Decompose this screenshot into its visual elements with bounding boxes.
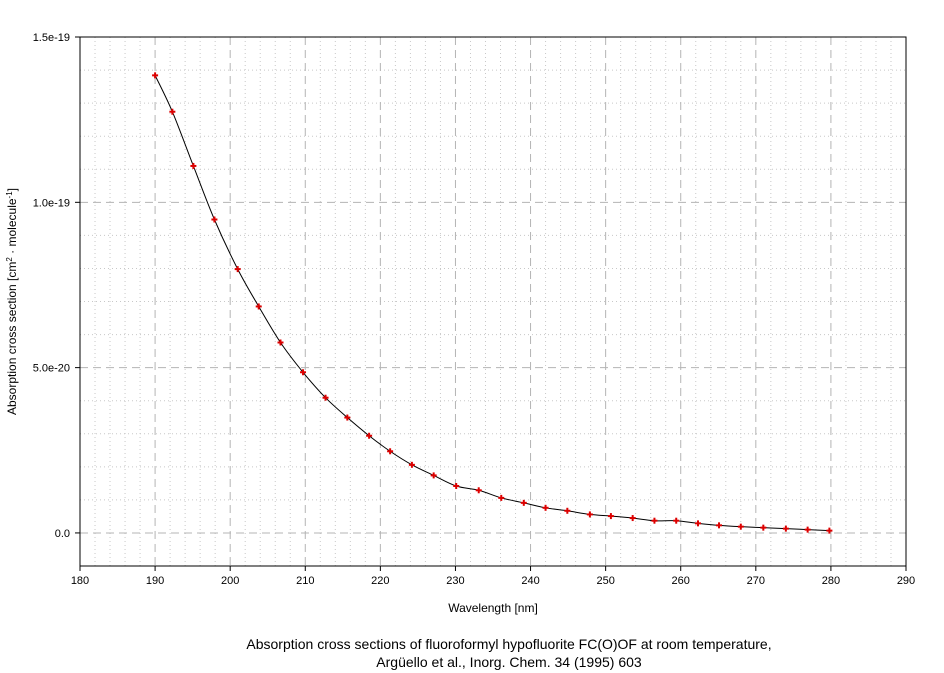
y-tick-label: 1.0e-19 bbox=[33, 197, 70, 209]
data-point bbox=[152, 72, 159, 79]
data-point bbox=[520, 499, 527, 506]
data-markers bbox=[152, 72, 833, 534]
data-point bbox=[322, 394, 329, 401]
x-tick-label: 230 bbox=[446, 575, 464, 587]
data-point bbox=[629, 515, 636, 522]
data-point bbox=[542, 504, 549, 511]
data-point bbox=[430, 472, 437, 479]
data-point bbox=[211, 216, 218, 223]
y-tick-label: 1.5e-19 bbox=[33, 32, 70, 44]
data-point bbox=[760, 524, 767, 531]
data-point bbox=[366, 432, 373, 439]
data-point bbox=[255, 303, 262, 310]
data-point bbox=[673, 517, 680, 524]
data-point bbox=[498, 494, 505, 501]
y-tick-label: 5.0e-20 bbox=[33, 363, 70, 375]
plot-frame bbox=[79, 36, 907, 567]
data-point bbox=[475, 487, 482, 494]
data-point bbox=[607, 513, 614, 520]
x-tick-label: 290 bbox=[897, 575, 915, 587]
x-tick-label: 280 bbox=[822, 575, 840, 587]
data-point bbox=[737, 523, 744, 530]
x-tick-label: 250 bbox=[596, 575, 614, 587]
data-point bbox=[826, 527, 833, 534]
y-axis-label: Absorption cross section [cm2 · molecule… bbox=[5, 188, 20, 415]
data-point bbox=[169, 108, 176, 115]
caption-line-1: Absorption cross sections of fluoroformy… bbox=[246, 636, 772, 652]
y-axis-ticks: 0.0 5.0e-20 1.0e-19 1.5e-19 bbox=[33, 32, 80, 540]
y-tick-label: 0.0 bbox=[55, 528, 70, 540]
data-point bbox=[694, 520, 701, 527]
x-tick-label: 210 bbox=[296, 575, 314, 587]
x-tick-label: 180 bbox=[71, 575, 89, 587]
data-point bbox=[344, 414, 351, 421]
x-tick-label: 240 bbox=[521, 575, 539, 587]
x-tick-label: 190 bbox=[146, 575, 164, 587]
x-axis-ticks: 180 190 200 210 220 230 240 250 260 270 280 290 bbox=[71, 566, 915, 587]
x-tick-label: 270 bbox=[747, 575, 765, 587]
data-point bbox=[564, 507, 571, 514]
data-point bbox=[234, 266, 241, 273]
data-point bbox=[453, 482, 460, 489]
x-tick-label: 260 bbox=[672, 575, 690, 587]
data-point bbox=[277, 339, 284, 346]
grid bbox=[80, 37, 906, 566]
data-point bbox=[782, 525, 789, 532]
x-tick-label: 200 bbox=[221, 575, 239, 587]
data-point bbox=[190, 162, 197, 169]
data-point bbox=[586, 511, 593, 518]
data-curve bbox=[154, 75, 830, 532]
data-point bbox=[300, 369, 307, 376]
data-point bbox=[408, 461, 415, 468]
data-point bbox=[804, 526, 811, 533]
x-tick-label: 220 bbox=[371, 575, 389, 587]
x-axis-label: Wavelength [nm] bbox=[448, 601, 538, 615]
data-point bbox=[716, 522, 723, 529]
data-point bbox=[651, 517, 658, 524]
data-point bbox=[387, 448, 394, 455]
series-line bbox=[154, 75, 830, 532]
caption-line-2: Argüello et al., Inorg. Chem. 34 (1995) … bbox=[376, 654, 642, 670]
